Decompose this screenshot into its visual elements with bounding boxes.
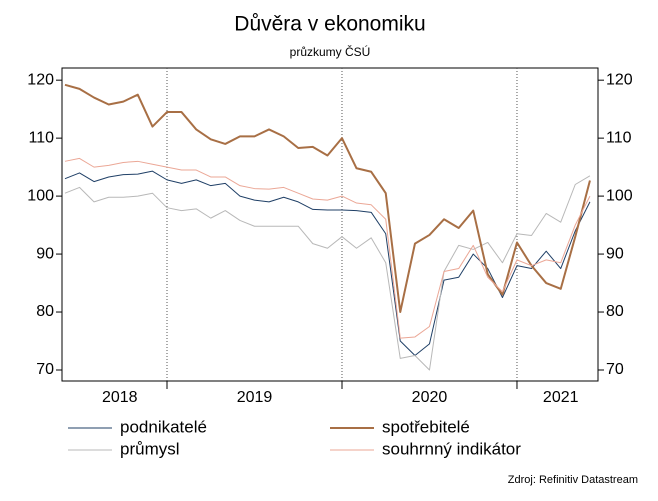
y2-tick-label: 120 <box>606 71 633 88</box>
series-line <box>64 175 591 371</box>
series-line <box>64 157 591 339</box>
x-tick-label: 2020 <box>412 389 448 406</box>
y-tick-label: 110 <box>28 129 54 146</box>
chart-title: Důvěra v ekonomiku <box>234 13 425 36</box>
y-tick-label: 90 <box>36 245 54 262</box>
legend-label: průmysl <box>120 439 180 458</box>
y2-tick-label: 100 <box>606 187 633 204</box>
y-tick-label: 120 <box>27 71 54 88</box>
source: Zdroj: Refinitiv Datastream <box>508 474 638 486</box>
legend-label: podnikatelé <box>120 417 207 436</box>
y2-tick-label: 90 <box>606 245 624 262</box>
x-tick-label: 2019 <box>237 389 273 406</box>
x-tick-label: 2018 <box>102 389 138 406</box>
plot-frame <box>61 67 599 382</box>
y-tick-label: 100 <box>27 187 54 204</box>
y2-tick-label: 70 <box>606 361 624 378</box>
x-tick-label: 2021 <box>543 389 579 406</box>
y-tick-label: 70 <box>36 361 54 378</box>
y2-tick-label: 80 <box>606 303 624 320</box>
series-line <box>64 83 591 314</box>
y2-tick-label: 110 <box>606 129 632 146</box>
chart-subtitle: průzkumy ČSÚ <box>290 44 371 59</box>
y-tick-label: 80 <box>36 303 54 320</box>
series-line <box>64 170 591 356</box>
legend-label: spotřebitelé <box>382 417 470 436</box>
legend-label: souhrnný indikátor <box>382 439 521 458</box>
